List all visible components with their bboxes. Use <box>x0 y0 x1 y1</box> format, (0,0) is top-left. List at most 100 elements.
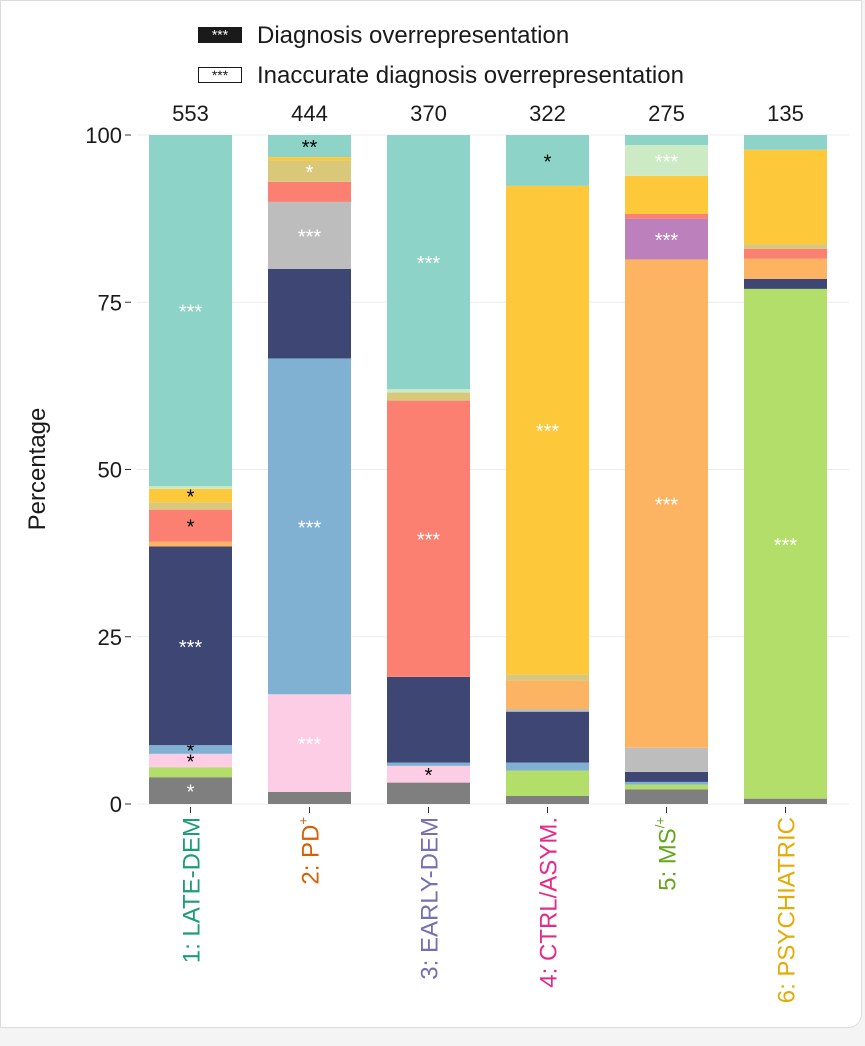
bar-segment <box>268 358 351 695</box>
bar-total-label: 275 <box>648 101 685 126</box>
stacked-bar-chart: *** Diagnosis overrepresentation *** Ina… <box>24 22 849 1003</box>
x-category-label: 2: PD+ <box>296 817 325 885</box>
x-category-label-text: 1: LATE-DEM <box>179 817 206 963</box>
bar-segment <box>506 680 589 710</box>
bar-segment <box>625 259 708 748</box>
bar-segment <box>506 762 589 771</box>
legend-swatch-outlined <box>198 67 242 83</box>
bar-segment <box>744 258 827 279</box>
bar-segment <box>387 676 470 763</box>
bar-segment <box>268 157 351 161</box>
bar-segment <box>744 149 827 245</box>
x-category-label: 1: LATE-DEM <box>179 817 206 963</box>
segment-significance-label: *** <box>774 535 798 557</box>
bar-total-label: 444 <box>291 101 328 126</box>
bar-segment <box>744 244 827 249</box>
segment-significance-label: *** <box>298 226 322 248</box>
segment-significance-label: * <box>425 765 433 787</box>
segment-significance-label: *** <box>179 637 203 659</box>
segment-significance-label: *** <box>655 230 679 252</box>
segment-significance-label: *** <box>179 302 203 324</box>
bar-segment <box>625 789 708 804</box>
y-tick-label: 100 <box>85 123 122 148</box>
x-category-label-text: 4: CTRL/ASYM. <box>536 817 563 988</box>
bar-total-label: 553 <box>172 101 209 126</box>
x-category-label-superscript: + <box>296 817 311 825</box>
x-category-label-text: 5: MS <box>655 828 682 891</box>
x-axis-labels: 1: LATE-DEM 2: PD+ 3: EARLY-DEM 4: CTRL/ASY… <box>179 807 801 1003</box>
segment-significance-label: * <box>187 487 195 509</box>
x-category-label: 3: EARLY-DEM <box>417 817 444 980</box>
segment-significance-label: * <box>187 740 195 762</box>
bar-segment <box>506 135 589 186</box>
legend-label-filled: Diagnosis overrepresentation <box>257 22 569 49</box>
x-category-label: 5: MS/+ <box>653 817 682 891</box>
bar-total-label: 322 <box>529 101 566 126</box>
segment-significance-label: * <box>187 752 195 774</box>
segment-significance-label: *** <box>536 421 560 443</box>
segment-significance-label: * <box>306 162 314 184</box>
bar-segment <box>744 278 827 289</box>
bar-segment <box>625 145 708 176</box>
bar-segment <box>268 268 351 359</box>
bar-segment <box>625 781 708 785</box>
bar-segment <box>625 213 708 219</box>
legend-swatch-filled <box>198 27 242 43</box>
segment-significance-label: *** <box>655 495 679 517</box>
y-tick-label: 50 <box>98 458 122 483</box>
bar-stack-6: *** <box>744 135 827 804</box>
bar-segment <box>387 762 470 766</box>
bar-segment <box>149 745 232 754</box>
bar-stack-1: *********** <box>149 135 232 804</box>
y-tick-label: 0 <box>110 792 122 817</box>
bar-segment <box>744 798 827 804</box>
segment-significance-label: *** <box>298 517 322 539</box>
bar-segment <box>744 248 827 259</box>
bar-stack-5: *** *** *** <box>625 135 708 804</box>
bar-segment <box>506 711 589 763</box>
bar-segment <box>744 288 827 799</box>
segment-significance-label: * <box>544 151 552 173</box>
bar-segment <box>387 135 470 390</box>
bar-segment <box>744 135 827 150</box>
legend: *** Diagnosis overrepresentation *** Ina… <box>198 22 684 89</box>
bar-segment <box>268 201 351 269</box>
segment-significance-label: *** <box>417 253 441 275</box>
segment-significance-label: ** <box>302 137 318 159</box>
bar-segment <box>149 135 232 487</box>
segment-significance-label: * <box>187 782 195 804</box>
bar-segment <box>625 771 708 782</box>
bar-segment <box>149 767 232 778</box>
legend-marker-outlined: *** <box>212 67 229 83</box>
bar-segment <box>387 782 470 804</box>
bar-segment <box>268 160 351 182</box>
y-tick-label: 25 <box>98 625 122 650</box>
bar-segment <box>268 181 351 202</box>
legend-marker-filled: *** <box>212 27 229 43</box>
bar-segment <box>268 791 351 804</box>
x-category-label: 6: PSYCHIATRIC <box>774 817 801 1003</box>
x-category-label: 4: CTRL/ASYM. <box>536 817 563 988</box>
y-tick-label: 75 <box>98 290 122 315</box>
x-category-label-text: 3: EARLY-DEM <box>417 817 444 980</box>
bars: ****************************************… <box>149 135 827 804</box>
x-category-label-superscript: /+ <box>653 817 668 828</box>
bar-segment <box>506 709 589 712</box>
bar-stack-3: ******* <box>387 135 470 804</box>
segment-significance-label: *** <box>655 151 679 173</box>
bar-total-label: 370 <box>410 101 447 126</box>
chart-card: *** Diagnosis overrepresentation *** Ina… <box>0 0 862 1028</box>
bar-segment <box>625 218 708 260</box>
legend-label-outlined: Inaccurate diagnosis overrepresentation <box>257 62 684 89</box>
bar-segment <box>625 747 708 772</box>
bar-segment <box>149 502 232 510</box>
bar-segment <box>268 135 351 158</box>
x-category-label-text: 6: PSYCHIATRIC <box>774 817 801 1003</box>
bar-segment <box>625 784 708 790</box>
bar-segment <box>506 674 589 681</box>
bar-segment <box>149 777 232 804</box>
bar-segment <box>387 400 470 677</box>
bar-segment <box>506 795 589 804</box>
segment-significance-label: * <box>187 517 195 539</box>
bar-total-label: 135 <box>767 101 804 126</box>
